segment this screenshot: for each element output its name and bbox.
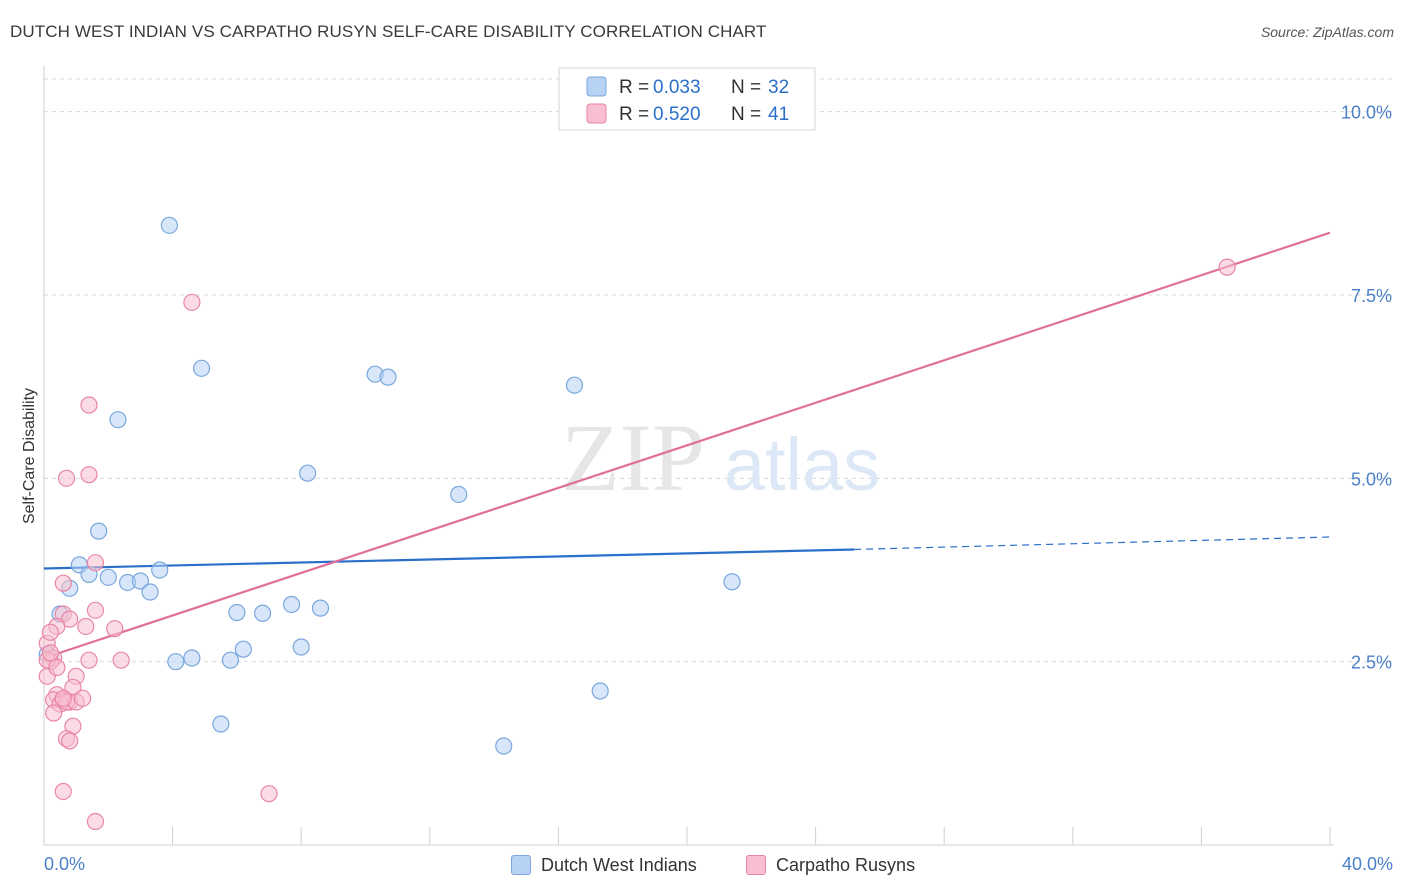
data-point-pink-37	[48, 658, 66, 677]
y-tick-label-0: 2.5%	[1351, 653, 1392, 673]
chart-title: DUTCH WEST INDIAN VS CARPATHO RUSYN SELF…	[10, 22, 767, 41]
stats-n-label-blue: N =	[731, 77, 766, 98]
data-point-blue-27	[221, 651, 240, 669]
data-point-blue-19	[228, 603, 246, 622]
data-point-pink-6	[54, 574, 72, 592]
stats-legend: R = 0.033 N = 32 R = 0.520 N = 41	[558, 67, 816, 131]
data-point-pink-4	[57, 469, 76, 487]
data-point-pink-35	[41, 644, 60, 662]
series-legend-pink: Carpatho Rusyns	[746, 852, 915, 878]
data-point-blue-4	[379, 368, 397, 386]
trend-line-blue-dashed	[854, 536, 1331, 551]
data-point-blue-1	[192, 359, 211, 377]
stats-n-label-pink: N =	[731, 104, 766, 125]
data-point-pink-3	[80, 466, 98, 484]
data-point-pink-5	[86, 554, 105, 572]
watermark-atlas: atlas	[724, 423, 880, 506]
watermark-zip: ZIP	[561, 404, 705, 511]
watermark: ZIP atlas	[561, 404, 880, 511]
data-point-blue-7	[450, 485, 468, 504]
data-point-blue-14	[151, 561, 169, 579]
data-point-blue-26	[167, 653, 185, 671]
y-axis-label: Self-Care Disability	[21, 388, 38, 524]
data-point-blue-24	[234, 640, 252, 658]
data-point-blue-11	[99, 568, 117, 586]
data-point-blue-15	[141, 583, 159, 601]
stats-n-value-blue: 32	[768, 77, 789, 98]
stats-r-value-blue: 0.033	[653, 77, 701, 98]
stats-r-label-blue: R =	[619, 77, 654, 98]
series-legend-blue: Dutch West Indians	[511, 852, 697, 878]
y-tick-label-2: 7.5%	[1351, 286, 1392, 306]
data-point-pink-2	[80, 396, 98, 414]
trend-line-blue	[43, 548, 855, 570]
data-point-blue-22	[723, 573, 741, 591]
grid-lines	[44, 78, 1392, 663]
data-point-pink-17	[112, 651, 130, 669]
data-point-pink-32	[260, 785, 278, 803]
data-point-pink-33	[86, 812, 105, 831]
data-point-pink-0	[1218, 258, 1236, 276]
data-point-blue-0	[160, 216, 178, 234]
stats-r-value-pink: 0.520	[653, 104, 701, 125]
data-point-blue-29	[591, 682, 609, 700]
data-points	[38, 216, 1236, 831]
data-point-pink-27	[45, 704, 63, 722]
data-point-pink-11	[106, 620, 124, 638]
data-point-pink-12	[77, 617, 95, 636]
data-point-pink-16	[80, 651, 98, 669]
data-point-pink-38	[54, 689, 72, 707]
tick-labels: 2.5% 5.0% 7.5% 10.0% 0.0% 40.0%	[44, 103, 1393, 874]
data-point-blue-20	[254, 604, 272, 622]
data-point-pink-1	[183, 293, 201, 311]
data-point-blue-8	[90, 522, 108, 540]
data-point-blue-31	[495, 737, 513, 755]
data-point-blue-23	[292, 638, 310, 656]
data-point-blue-30	[212, 715, 230, 733]
axes	[43, 66, 1334, 846]
y-tick-label-3: 10.0%	[1341, 103, 1392, 123]
data-point-pink-31	[54, 782, 72, 801]
chart-source: Source: ZipAtlas.com	[1260, 24, 1394, 40]
data-point-blue-25	[183, 649, 201, 667]
data-point-pink-39	[41, 623, 60, 641]
data-point-blue-2	[109, 411, 127, 429]
x-tick-label-0: 0.0%	[44, 854, 85, 874]
legend-label-pink: Carpatho Rusyns	[776, 854, 916, 875]
trend-lines	[43, 231, 1331, 660]
legend-label-blue: Dutch West Indians	[541, 854, 697, 875]
legend-swatch-pink	[746, 855, 766, 875]
stats-r-label-pink: R =	[619, 104, 654, 125]
data-point-blue-6	[299, 464, 317, 482]
data-point-pink-7	[86, 601, 105, 619]
legend-swatch-blue	[511, 855, 531, 875]
data-point-blue-13	[131, 572, 150, 590]
x-tick-label-1: 40.0%	[1342, 854, 1393, 874]
data-point-blue-21	[311, 599, 330, 617]
data-point-pink-9	[61, 610, 79, 628]
data-point-blue-5	[565, 376, 584, 394]
y-tick-label-1: 5.0%	[1351, 469, 1392, 489]
stats-legend-swatch-pink	[586, 103, 607, 124]
data-point-blue-18	[282, 595, 301, 614]
data-point-pink-40	[73, 689, 92, 707]
data-point-pink-30	[61, 732, 79, 750]
stats-legend-swatch-blue	[586, 76, 607, 97]
trend-line-pink	[43, 231, 1331, 660]
stats-n-value-pink: 41	[768, 104, 789, 125]
